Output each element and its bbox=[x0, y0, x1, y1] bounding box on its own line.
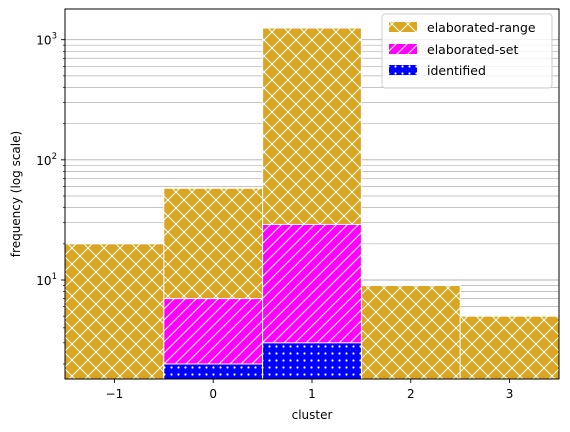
bar-identified-hatch bbox=[163, 363, 263, 379]
y-axis-label: frequency (log scale) bbox=[9, 131, 23, 257]
legend-swatch-identified-hatch bbox=[389, 65, 417, 75]
y-tick-label: 103 bbox=[36, 32, 57, 48]
legend-label-identified: identified bbox=[427, 63, 486, 78]
legend-swatch-elaborated-range-hatch bbox=[389, 22, 417, 32]
x-tick-label: 0 bbox=[209, 387, 217, 401]
y-ticks: 101 102 103 bbox=[36, 32, 65, 365]
x-tick-label: 3 bbox=[506, 387, 514, 401]
bar-identified-hatch bbox=[262, 342, 362, 379]
bars bbox=[64, 27, 560, 380]
legend-swatch-elaborated-set-hatch bbox=[389, 44, 417, 54]
bar-elaborated-range-hatch bbox=[361, 285, 461, 379]
x-tick-label: 1 bbox=[308, 387, 316, 401]
x-tick-label: 2 bbox=[407, 387, 415, 401]
x-tick-label: −1 bbox=[106, 387, 124, 401]
bar-elaborated-range-hatch bbox=[460, 316, 559, 379]
legend-label-elaborated-set: elaborated-set bbox=[427, 42, 518, 57]
y-tick-label: 102 bbox=[36, 152, 57, 168]
legend-label-elaborated-range: elaborated-range bbox=[427, 20, 536, 35]
x-ticks: −1 0 1 2 3 bbox=[106, 379, 514, 401]
legend: elaborated-range elaborated-set identifi… bbox=[381, 13, 553, 89]
x-axis-label: cluster bbox=[292, 408, 333, 422]
y-tick-label: 101 bbox=[36, 272, 57, 288]
legend-frame bbox=[381, 13, 553, 89]
bar-elaborated-range-hatch bbox=[65, 243, 164, 379]
